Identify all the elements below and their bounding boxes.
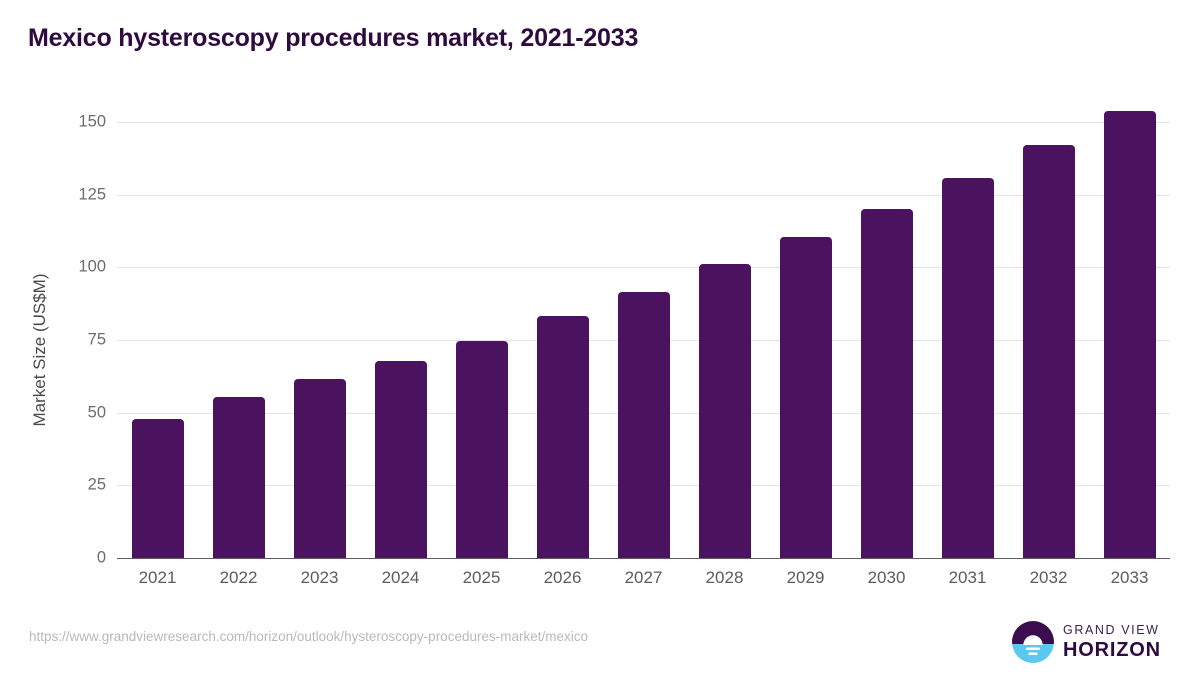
bar-slot [846,122,927,558]
x-axis-tick-label: 2029 [786,568,825,587]
x-axis-tick-label: 2025 [462,568,501,587]
y-axis-tick-label: 50 [87,403,106,422]
x-axis-tick-label: 2031 [948,568,987,587]
gridline [117,558,1170,559]
x-axis-tick-label: 2023 [300,568,339,587]
x-axis-tick-label: 2022 [219,568,258,587]
x-axis-tick-label: 2027 [624,568,663,587]
y-axis-tick-label: 150 [78,112,106,131]
gridline [117,267,1170,269]
grand-view-horizon-logo: GRAND VIEW HORIZON [1012,618,1172,666]
bar-slot [765,122,846,558]
source-url[interactable]: https://www.grandviewresearch.com/horizo… [29,629,588,644]
bar-slot [198,122,279,558]
bar-slot [279,122,360,558]
page-title: Mexico hysteroscopy procedures market, 2… [28,24,639,52]
bar-slot [927,122,1008,558]
gridline [117,122,1170,123]
gridline [117,194,1170,196]
bar[interactable] [293,378,346,558]
x-axis-tick-label: 2021 [138,568,177,587]
y-axis-tick-label: 100 [78,257,106,276]
x-axis-tick-label: 2024 [381,568,420,587]
horizon-logo-icon [1012,621,1054,663]
y-axis-title: Market Size (US$M) [30,273,49,427]
bar[interactable] [1103,111,1156,558]
bar[interactable] [941,177,994,558]
bar-slot [522,122,603,558]
bar-series [117,111,1170,558]
bar[interactable] [698,264,751,558]
bar[interactable] [455,340,508,558]
x-axis-tick-label: 2030 [867,568,906,587]
y-axis-tick-label: 125 [78,185,106,204]
x-axis-tick-label: 2026 [543,568,582,587]
bar-slot [684,122,765,558]
bar-slot [441,122,522,558]
y-axis-tick-label: 0 [96,548,106,567]
bar-slot [360,122,441,558]
logo-line-1: GRAND VIEW [1063,623,1160,638]
bar[interactable] [779,237,832,558]
bar[interactable] [536,316,589,558]
bar[interactable] [374,361,427,558]
bar[interactable] [860,208,913,558]
bar[interactable] [131,419,184,558]
x-axis-tick-label: 2032 [1029,568,1068,587]
y-axis-tick-label: 25 [87,475,106,494]
logo-line-2: HORIZON [1063,638,1161,661]
bar[interactable] [617,291,670,558]
x-axis-tick-label: 2033 [1110,568,1149,587]
bar-slot [117,122,198,558]
x-axis-tick-label: 2028 [705,568,744,587]
bar-slot [603,122,684,558]
y-axis-tick-label: 75 [87,330,106,349]
bar-slot [1008,122,1089,558]
bar-slot [1089,111,1170,558]
logo-wordmark: GRAND VIEW HORIZON [1063,624,1161,660]
bar[interactable] [1022,145,1075,558]
bar[interactable] [212,396,265,558]
